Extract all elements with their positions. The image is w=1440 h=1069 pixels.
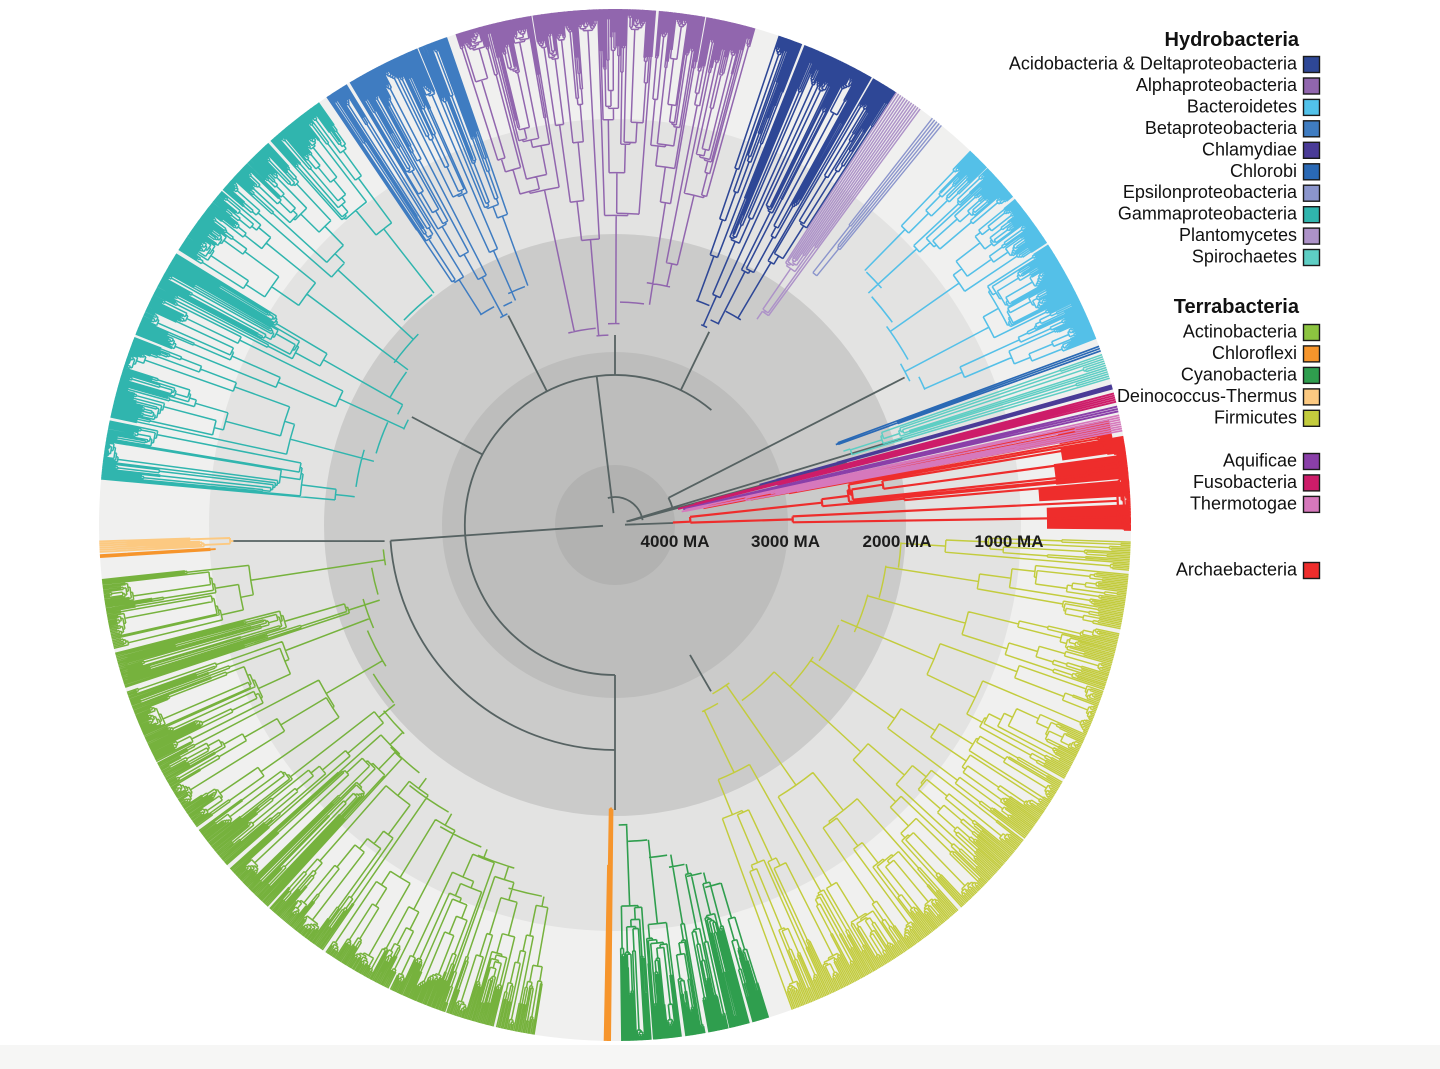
svg-text:2000 MA: 2000 MA bbox=[863, 532, 932, 551]
svg-text:1000 MA: 1000 MA bbox=[975, 532, 1044, 551]
svg-text:3000 MA: 3000 MA bbox=[751, 532, 820, 551]
svg-text:4000 MA: 4000 MA bbox=[641, 532, 710, 551]
svg-text:Epsilonproteobacteria: Epsilonproteobacteria bbox=[1123, 182, 1298, 202]
svg-text:Acidobacteria & Deltaproteobac: Acidobacteria & Deltaproteobacteria bbox=[1009, 54, 1298, 74]
svg-text:Cyanobacteria: Cyanobacteria bbox=[1181, 364, 1298, 384]
svg-text:Firmicutes: Firmicutes bbox=[1214, 407, 1297, 427]
svg-text:Terrabacteria: Terrabacteria bbox=[1174, 296, 1300, 318]
svg-text:Spirochaetes: Spirochaetes bbox=[1192, 247, 1297, 267]
svg-text:Bacteroidetes: Bacteroidetes bbox=[1187, 96, 1297, 116]
svg-text:Deinococcus-Thermus: Deinococcus-Thermus bbox=[1117, 386, 1297, 406]
svg-text:Chlorobi: Chlorobi bbox=[1230, 161, 1297, 181]
svg-text:Betaproteobacteria: Betaproteobacteria bbox=[1145, 118, 1298, 138]
svg-text:Chloroflexi: Chloroflexi bbox=[1212, 343, 1297, 363]
svg-text:Archaebacteria: Archaebacteria bbox=[1176, 560, 1298, 580]
svg-text:Aquificae: Aquificae bbox=[1223, 451, 1297, 471]
svg-text:Hydrobacteria: Hydrobacteria bbox=[1165, 29, 1300, 51]
svg-text:Thermotogae: Thermotogae bbox=[1190, 493, 1297, 513]
svg-text:Plantomycetes: Plantomycetes bbox=[1179, 225, 1297, 245]
svg-text:Chlamydiae: Chlamydiae bbox=[1202, 139, 1297, 159]
svg-text:Actinobacteria: Actinobacteria bbox=[1183, 322, 1298, 342]
svg-text:Gammaproteobacteria: Gammaproteobacteria bbox=[1118, 204, 1298, 224]
svg-text:Alphaproteobacteria: Alphaproteobacteria bbox=[1136, 75, 1298, 95]
svg-text:Fusobacteria: Fusobacteria bbox=[1193, 472, 1298, 492]
